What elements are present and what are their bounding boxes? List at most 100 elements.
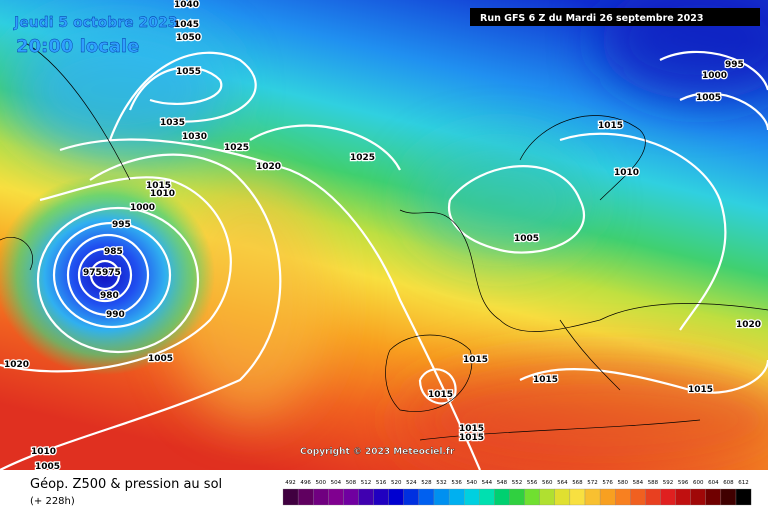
isobar-label: 975 [102, 268, 121, 278]
isobar-label: 1050 [176, 33, 201, 43]
scale-label: 588 [648, 480, 659, 486]
scale-swatch [539, 488, 555, 506]
scale-swatch [297, 488, 314, 506]
scale-label: 604 [708, 480, 719, 486]
scale-label: 568 [572, 480, 583, 486]
scale-label: 548 [497, 480, 508, 486]
scale-swatch [675, 488, 691, 506]
scale-swatch [630, 488, 646, 506]
scale-label: 584 [633, 480, 644, 486]
isobar-label: 1015 [598, 121, 623, 131]
isobar-label: 1015 [463, 355, 488, 365]
color-scale: 492 496 500 504 508 512 516 520 524 528 532 536 540 5… [282, 480, 752, 506]
scale-swatch [569, 488, 586, 506]
scale-swatch [448, 488, 465, 506]
scale-label: 516 [376, 480, 387, 486]
scale-label: 552 [512, 480, 523, 486]
isobar-label: 1015 [459, 433, 484, 443]
scale-swatch [554, 488, 571, 506]
scale-swatch [690, 488, 706, 506]
scale-swatch [509, 488, 525, 506]
isobar-label: 1015 [533, 375, 558, 385]
isobar-label: 1020 [4, 360, 29, 370]
scale-label: 532 [436, 480, 447, 486]
scale-label: 564 [557, 480, 568, 486]
scale-label: 492 [285, 480, 296, 486]
isobar-label: 1055 [176, 67, 201, 77]
scale-label: 512 [361, 480, 372, 486]
isobar-label: 1020 [256, 162, 281, 172]
isobar-label: 975 [83, 268, 102, 278]
isobar-label: 1005 [696, 93, 721, 103]
scale-label: 504 [331, 480, 342, 486]
run-info: Run GFS 6 Z du Mardi 26 septembre 2023 [480, 13, 703, 24]
scale-swatch [524, 488, 540, 506]
scale-label: 536 [451, 480, 462, 486]
scale-label: 556 [527, 480, 538, 486]
isobar-label: 985 [104, 247, 123, 257]
isobar-labels: 1040 1045 1050 1055 1035 1030 1025 1020 1025 1015… [3, 0, 763, 473]
footer-lead: (+ 228h) [30, 496, 75, 507]
scale-swatch [615, 488, 631, 506]
scale-label: 540 [467, 480, 478, 486]
scale-label: 560 [542, 480, 553, 486]
scale-swatch [282, 488, 299, 506]
scale-label: 528 [421, 480, 432, 486]
valid-time: 20:00 locale [16, 36, 139, 57]
scale-swatch [328, 488, 344, 506]
scale-swatch [599, 488, 616, 506]
scale-swatch [418, 488, 435, 506]
isobar-label: 1005 [514, 234, 539, 244]
isobar-label: 995 [725, 60, 744, 70]
scale-label: 572 [587, 480, 598, 486]
scale-label: 544 [482, 480, 493, 486]
copyright: Copyright © 2023 Meteociel.fr [300, 447, 455, 457]
scale-swatch [343, 488, 359, 506]
scale-swatch [358, 488, 374, 506]
isobar-label: 980 [100, 291, 119, 301]
isobar-label: 1025 [350, 153, 375, 163]
scale-swatch [313, 488, 329, 506]
isobar-label: 1010 [614, 168, 639, 178]
scale-label: 576 [602, 480, 613, 486]
isobar-label: 990 [106, 310, 125, 320]
isobar-label: 1005 [148, 354, 173, 364]
scale-label: 580 [618, 480, 629, 486]
scale-label: 596 [678, 480, 689, 486]
isobar-label: 995 [112, 220, 131, 230]
scale-label: 500 [316, 480, 327, 486]
scale-label: 524 [406, 480, 417, 486]
scale-swatch [720, 488, 737, 506]
scale-swatch [433, 488, 450, 506]
isobar-label: 1015 [688, 385, 713, 395]
scale-swatch [403, 488, 420, 506]
isobar-label: 1015 [459, 424, 484, 434]
isobars [0, 50, 768, 471]
scale-swatch [479, 488, 495, 506]
scale-swatch [735, 488, 752, 506]
scale-swatch [464, 488, 480, 506]
isobar-label: 1000 [130, 203, 155, 213]
isobar-label: 1015 [428, 390, 453, 400]
scale-swatch [388, 488, 404, 506]
isobar-label: 1030 [182, 132, 207, 142]
low-pressure [0, 175, 215, 375]
scale-label: 508 [346, 480, 357, 486]
isobar-label: 1045 [174, 20, 199, 30]
scale-label: 612 [738, 480, 749, 486]
isobar-label: 1025 [224, 143, 249, 153]
scale-swatch [494, 488, 510, 506]
isobar-label: 1000 [702, 71, 727, 81]
valid-date: Jeudi 5 octobre 2023 [13, 15, 177, 31]
scale-swatch [373, 488, 389, 506]
isobar-label: 1040 [174, 0, 199, 10]
scale-label: 592 [663, 480, 674, 486]
run-box [470, 8, 760, 26]
scale-swatch [645, 488, 661, 506]
scale-label: 496 [300, 480, 311, 486]
isobar-label: 1020 [736, 320, 761, 330]
isobar-label: 1015 [146, 181, 171, 191]
footer-title: Géop. Z500 & pression au sol [30, 477, 222, 492]
scale-swatch [705, 488, 722, 506]
